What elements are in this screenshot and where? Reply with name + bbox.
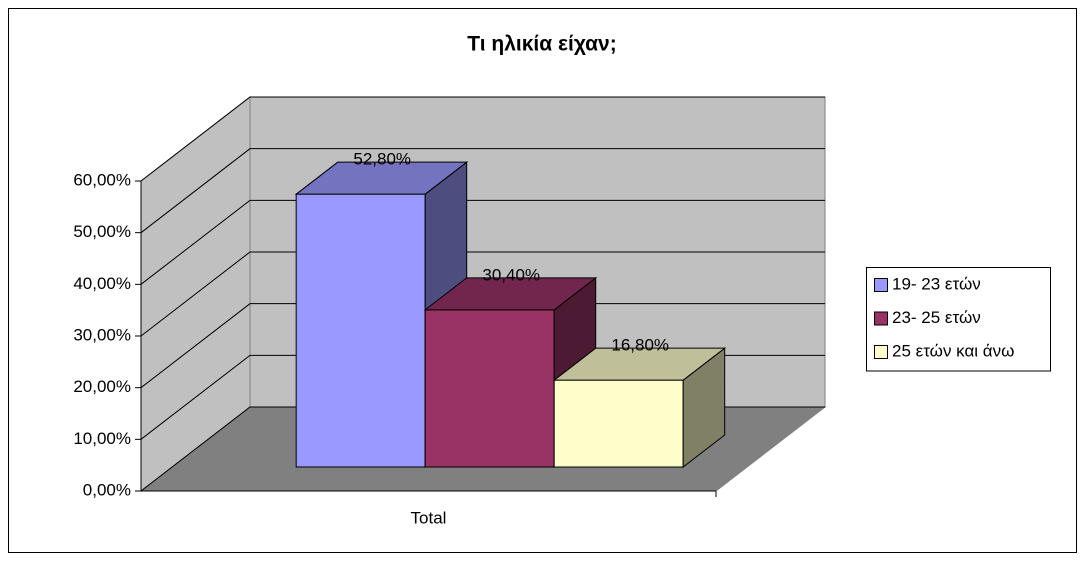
chart-title: Τι ηλικία είχαν; xyxy=(467,33,616,56)
data-label: 30,40% xyxy=(482,265,540,284)
bar-front xyxy=(295,193,426,468)
legend-swatch xyxy=(874,278,888,292)
bar-top xyxy=(294,161,469,195)
y-tick-label: 10,00% xyxy=(73,429,131,448)
bar-top xyxy=(552,347,727,381)
y-tick-label: 0,00% xyxy=(83,480,131,499)
bar-top xyxy=(423,277,598,311)
bar-front xyxy=(553,379,684,468)
y-tick-label: 60,00% xyxy=(73,170,131,189)
legend-label: 23- 25 ετών xyxy=(892,308,981,327)
y-tick-label: 40,00% xyxy=(73,274,131,293)
grid-line xyxy=(140,199,825,285)
legend-swatch xyxy=(874,311,888,326)
data-label: 16,80% xyxy=(611,336,669,355)
grid-line xyxy=(140,148,825,234)
legend-label: 25 ετών και άνω xyxy=(892,341,1014,360)
y-tick-label: 30,00% xyxy=(73,325,131,344)
bar-front xyxy=(424,309,555,468)
y-tick-label: 20,00% xyxy=(73,377,131,396)
legend-box xyxy=(866,267,1051,372)
grid-line xyxy=(140,303,825,389)
grid-line xyxy=(140,96,825,182)
x-tick-label: Total xyxy=(411,508,447,527)
legend-label: 19- 23 ετών xyxy=(892,274,981,293)
y-tick-label: 50,00% xyxy=(73,222,131,241)
grid-line xyxy=(140,251,825,337)
legend-swatch xyxy=(874,345,888,359)
data-label: 52,80% xyxy=(353,150,411,169)
